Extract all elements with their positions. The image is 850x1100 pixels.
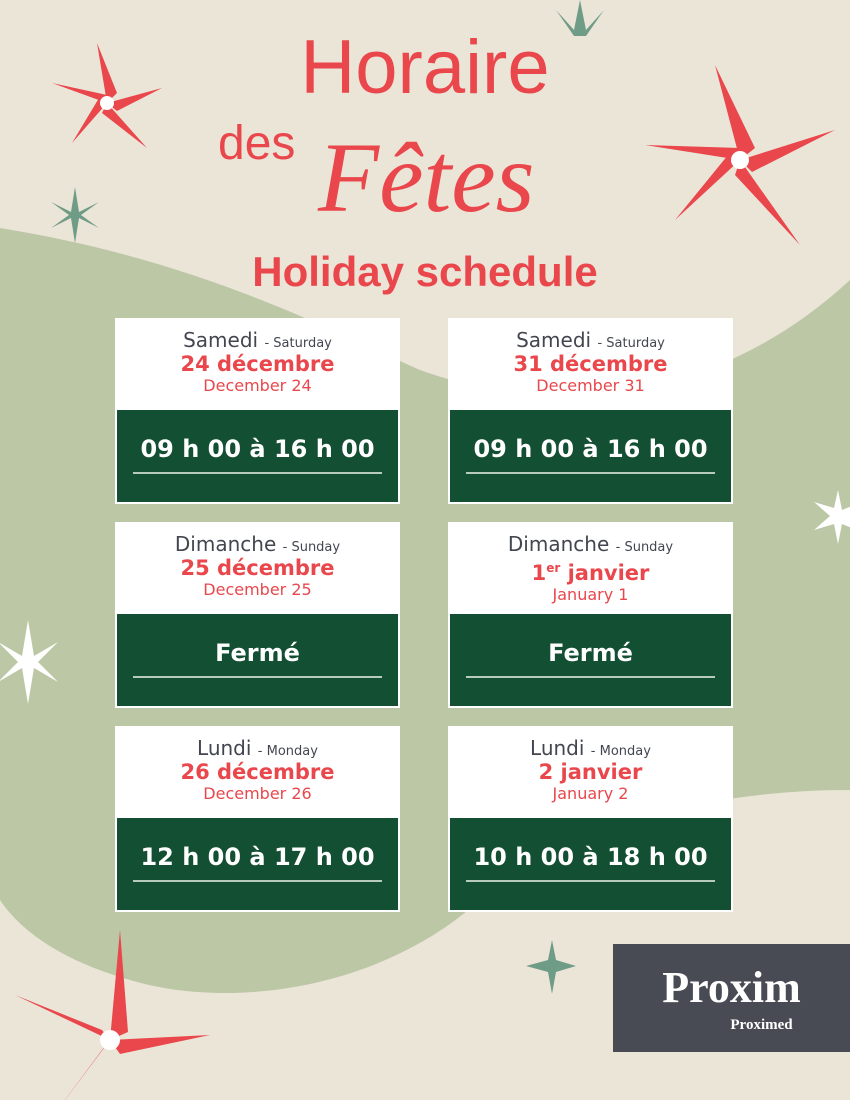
divider bbox=[466, 880, 715, 882]
hours-box: 12 h 00 à 17 h 00 bbox=[117, 818, 398, 910]
hours-box: 09 h 00 à 16 h 00 bbox=[117, 410, 398, 502]
divider bbox=[133, 880, 382, 882]
schedule-card: Lundi - Monday 2 janvier January 2 10 h … bbox=[448, 726, 733, 912]
day-en: - Saturday bbox=[597, 336, 665, 351]
date-en: January 2 bbox=[552, 784, 629, 803]
schedule-card: Lundi - Monday 26 décembre December 26 1… bbox=[115, 726, 400, 912]
divider bbox=[133, 472, 382, 474]
date-en: December 24 bbox=[203, 376, 312, 395]
hours-box: Fermé bbox=[117, 614, 398, 706]
divider bbox=[133, 676, 382, 678]
schedule-card: Dimanche - Sunday 1er janvier January 1 … bbox=[448, 522, 733, 708]
star-icon bbox=[51, 0, 604, 994]
hours: 12 h 00 à 17 h 00 bbox=[140, 843, 375, 871]
date-fr: 24 décembre bbox=[180, 352, 335, 376]
hours-box: 09 h 00 à 16 h 00 bbox=[450, 410, 731, 502]
hours-box: 10 h 00 à 18 h 00 bbox=[450, 818, 731, 910]
hours: Fermé bbox=[215, 639, 300, 667]
hours: Fermé bbox=[548, 639, 633, 667]
day-fr: Dimanche bbox=[174, 532, 277, 556]
hours: 09 h 00 à 16 h 00 bbox=[473, 435, 708, 463]
logo-main: Proxim bbox=[662, 963, 801, 1012]
logo-sub: Proximed bbox=[730, 1017, 793, 1033]
day-fr: Samedi bbox=[516, 328, 592, 352]
title-horaire: Horaire bbox=[300, 25, 550, 110]
date-fr: 1er janvier bbox=[531, 561, 650, 585]
date-en: January 1 bbox=[552, 585, 629, 604]
day-fr: Lundi bbox=[197, 736, 252, 760]
title-des: des bbox=[218, 117, 296, 170]
title-holiday-schedule: Holiday schedule bbox=[252, 248, 598, 295]
divider bbox=[466, 472, 715, 474]
day-en: - Saturday bbox=[264, 336, 332, 351]
date-fr: 26 décembre bbox=[180, 760, 335, 784]
day-fr: Dimanche bbox=[507, 532, 610, 556]
day-fr: Lundi bbox=[530, 736, 585, 760]
date-fr: 2 janvier bbox=[538, 760, 643, 784]
schedule-card: Dimanche - Sunday 25 décembre December 2… bbox=[115, 522, 400, 708]
schedule-card: Samedi - Saturday 31 décembre December 3… bbox=[448, 318, 733, 504]
day-en: - Monday bbox=[590, 744, 651, 759]
hours-box: Fermé bbox=[450, 614, 731, 706]
day-en: - Sunday bbox=[282, 540, 341, 555]
divider bbox=[466, 676, 715, 678]
title-fetes: Fêtes bbox=[318, 122, 535, 233]
date-fr: 31 décembre bbox=[513, 352, 668, 376]
day-en: - Monday bbox=[257, 744, 318, 759]
day-en: - Sunday bbox=[615, 540, 674, 555]
date-en: December 31 bbox=[536, 376, 645, 395]
hours: 10 h 00 à 18 h 00 bbox=[473, 843, 708, 871]
snowflake-icon bbox=[0, 490, 850, 704]
proxim-logo: Proxim Proximed bbox=[613, 944, 850, 1052]
day-fr: Samedi bbox=[183, 328, 259, 352]
date-en: December 25 bbox=[203, 580, 312, 599]
schedule-card: Samedi - Saturday 24 décembre December 2… bbox=[115, 318, 400, 504]
date-en: December 26 bbox=[203, 784, 312, 803]
hours: 09 h 00 à 16 h 00 bbox=[140, 435, 375, 463]
date-fr: 25 décembre bbox=[180, 556, 335, 580]
